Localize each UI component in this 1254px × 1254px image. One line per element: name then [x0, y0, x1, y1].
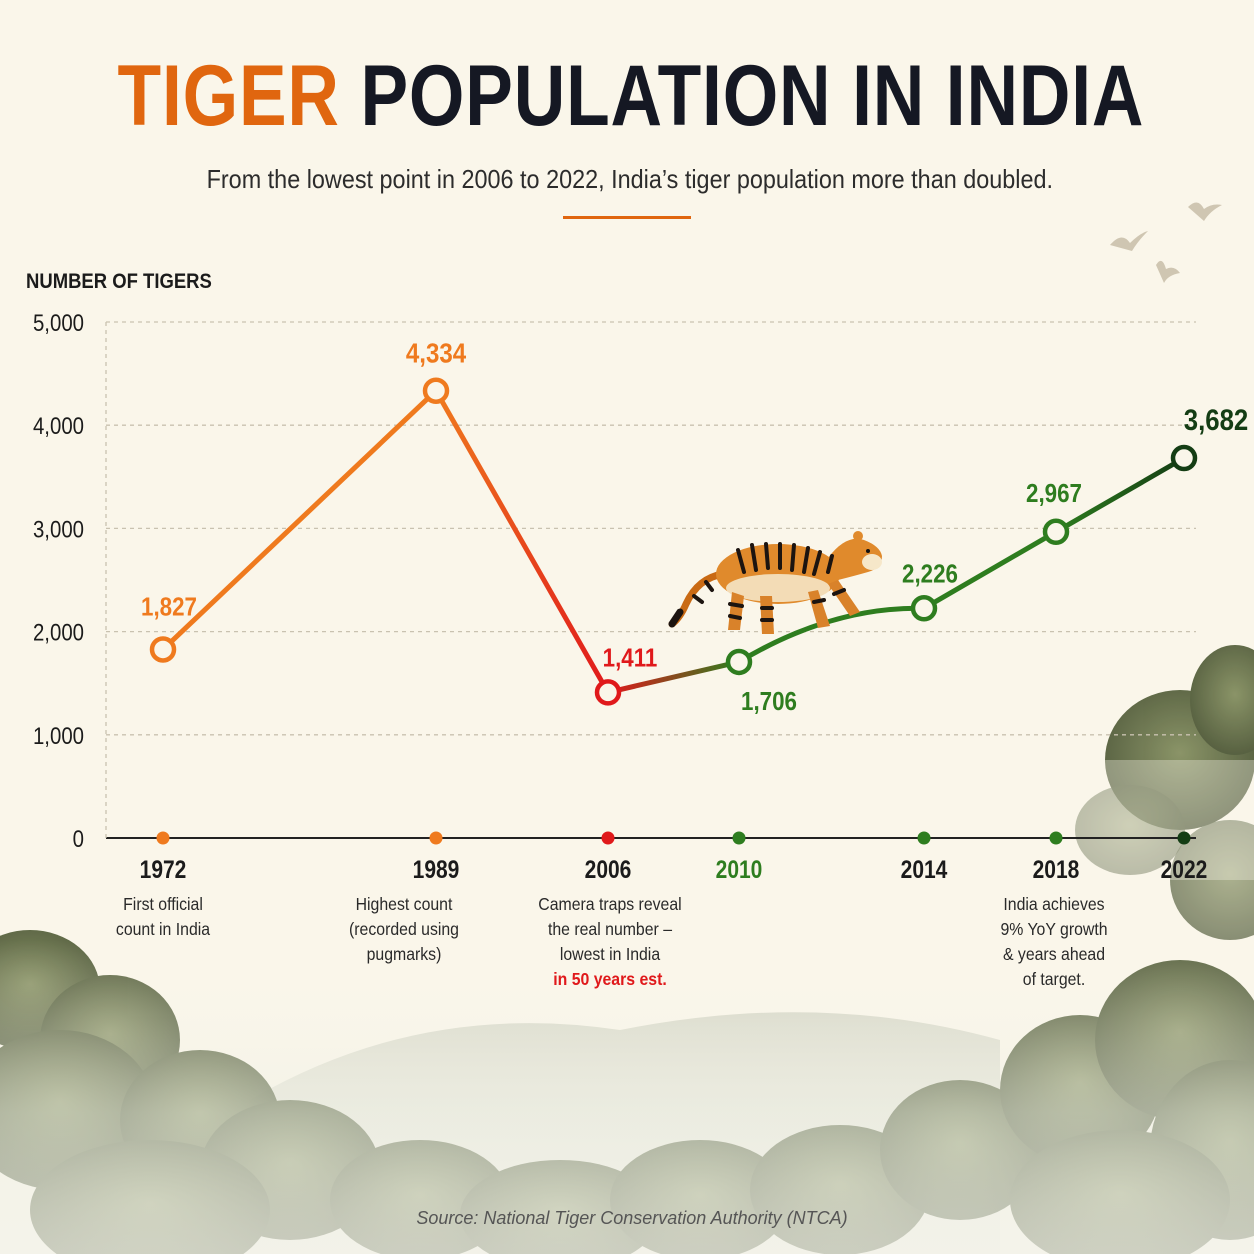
series-line-segment: [433, 388, 611, 695]
y-tick-label: 1,000: [33, 722, 84, 749]
series-line-segment: [736, 605, 927, 665]
annotation-line: & years ahead: [1003, 944, 1105, 964]
data-point-2022: [1170, 444, 1198, 472]
data-label-2014: 2,226: [902, 560, 958, 589]
source-note: Source: National Tiger Conservation Auth…: [416, 1208, 848, 1228]
data-label-1972: 1,827: [141, 593, 197, 622]
y-tick-label: 5,000: [33, 309, 84, 336]
title-divider: [563, 216, 691, 219]
x-tick-label-2010: 2010: [716, 855, 763, 883]
data-point-2018: [1042, 518, 1070, 546]
x-tick-label-1972: 1972: [140, 855, 187, 883]
annotation-line: the real number –: [548, 919, 673, 939]
series-line-segment: [160, 388, 439, 652]
axis-marker-2006: [601, 831, 615, 845]
annotation-line: pugmarks): [367, 944, 442, 964]
annotation-line: First official: [123, 894, 203, 914]
axis-marker-1972: [156, 831, 170, 845]
axis-marker-2018: [1049, 831, 1063, 845]
data-label-2018: 2,967: [1026, 479, 1082, 508]
y-tick-label: 0: [73, 825, 84, 852]
title-accent: TIGER: [117, 48, 340, 144]
data-point-2014: [910, 595, 938, 622]
axis-marker-2010: [732, 831, 746, 845]
data-label-2010: 1,706: [741, 687, 797, 716]
x-tick-label-2006: 2006: [585, 855, 632, 883]
data-label-1989: 4,334: [406, 337, 467, 369]
data-label-2006: 1,411: [603, 644, 658, 673]
page-subtitle: From the lowest point in 2006 to 2022, I…: [206, 164, 1054, 194]
annotation-line: 9% YoY growth: [1000, 919, 1107, 939]
y-tick-label: 4,000: [33, 413, 84, 440]
y-tick-label: 3,000: [33, 516, 84, 543]
axis-marker-2014: [917, 831, 931, 845]
annotation-line: of target.: [1023, 969, 1085, 989]
page-title: TIGER POPULATION IN INDIA: [111, 46, 1152, 146]
annotation-line: (recorded using: [349, 919, 459, 939]
y-tick-label: 2,000: [33, 619, 84, 646]
x-tick-label-2018: 2018: [1033, 855, 1080, 883]
x-tick-label-2022: 2022: [1161, 855, 1208, 883]
series-line-segment: [605, 659, 742, 695]
annotation-line: Camera traps reveal: [538, 894, 681, 914]
data-point-2006: [594, 679, 622, 706]
axis-marker-1989: [429, 831, 443, 845]
birds-icon: [1110, 202, 1222, 283]
data-point-2010: [725, 648, 753, 676]
annotation-line: Highest count: [356, 894, 453, 914]
series-line-segment: [921, 529, 1059, 611]
data-label-2022: 3,682: [1184, 403, 1249, 436]
title-rest: POPULATION IN INDIA: [360, 48, 1145, 144]
tiger-icon: [668, 531, 882, 634]
data-point-1989: [422, 377, 450, 404]
y-axis-title: NUMBER OF TIGERS: [26, 270, 212, 293]
annotation-line: count in India: [116, 919, 211, 939]
annotation-line: lowest in India: [560, 944, 661, 964]
series-line-segment: [1053, 455, 1187, 535]
annotation-highlight: in 50 years est.: [553, 969, 666, 989]
axis-marker-2022: [1177, 831, 1191, 845]
x-tick-label-2014: 2014: [901, 855, 948, 883]
annotation-line: India achieves: [1003, 894, 1104, 914]
x-tick-label-1989: 1989: [413, 855, 460, 883]
data-point-1972: [149, 636, 177, 663]
